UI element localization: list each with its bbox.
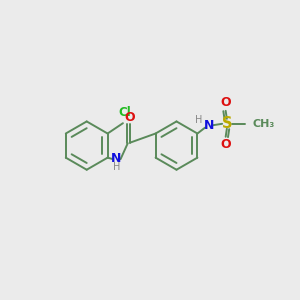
Text: O: O	[125, 111, 135, 124]
Text: Cl: Cl	[118, 106, 131, 119]
Text: O: O	[220, 96, 231, 109]
Text: N: N	[111, 152, 122, 165]
Text: O: O	[220, 139, 231, 152]
Text: CH₃: CH₃	[252, 119, 274, 129]
Text: S: S	[222, 116, 232, 131]
Text: H: H	[113, 162, 120, 172]
Text: N: N	[203, 119, 214, 132]
Text: H: H	[196, 115, 203, 125]
